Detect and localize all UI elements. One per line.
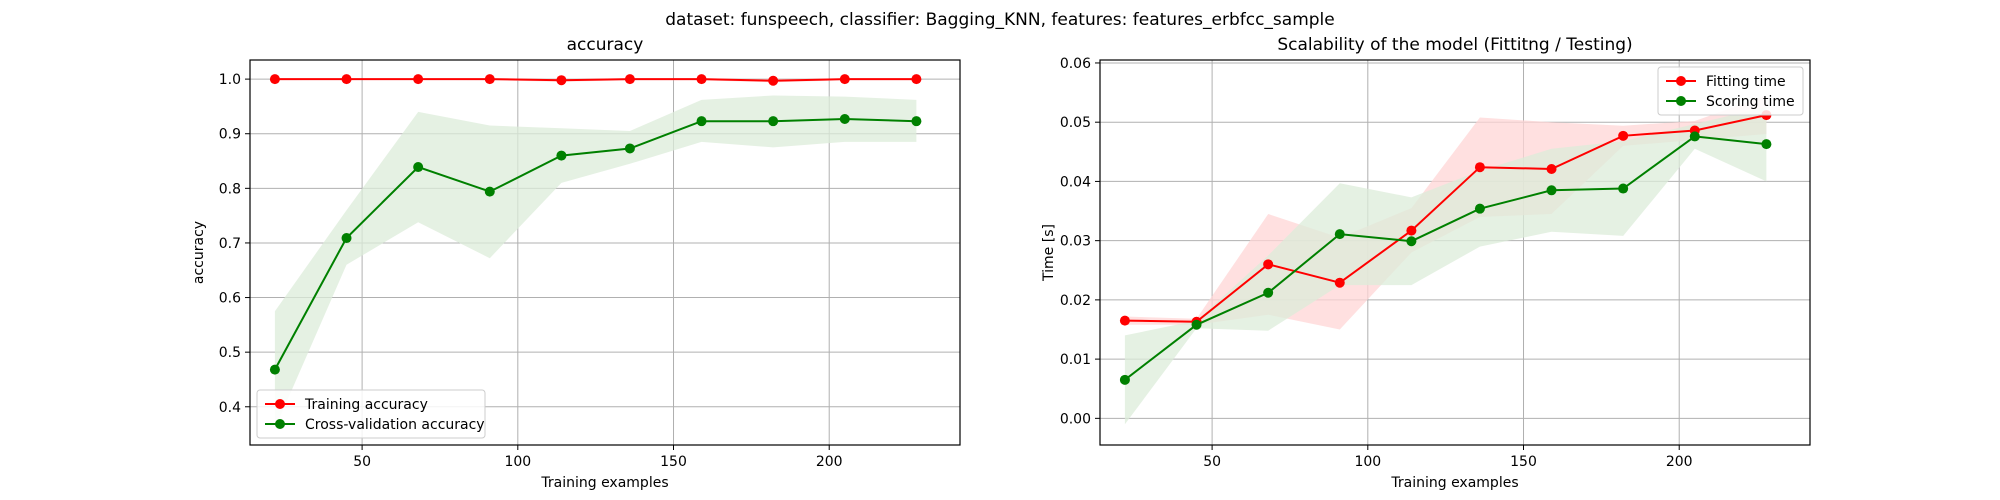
scalability-y-axis-label: Time [s] — [1041, 224, 1057, 282]
accuracy-series-1-point — [911, 74, 922, 85]
accuracy-y-tick-label: 0.8 — [219, 181, 241, 197]
scalability-series-1-point — [1119, 315, 1130, 326]
scalability-x-tick-label: 150 — [1510, 454, 1537, 470]
accuracy-series-line-1 — [274, 78, 917, 82]
accuracy-series-1-point — [768, 75, 779, 86]
accuracy-legend: Training accuracy Cross-validation accura… — [256, 389, 486, 439]
scalability-legend-label-2: Scoring time — [1706, 94, 1795, 110]
accuracy-legend-swatch-marker-1 — [275, 399, 285, 409]
scalability-x-tick-label: 100 — [1354, 454, 1381, 470]
accuracy-series-2-point — [556, 150, 567, 161]
accuracy-series-1-point — [696, 74, 707, 85]
scalability-legend: Fitting time Scoring time — [1657, 66, 1804, 116]
accuracy-x-tick-label: 50 — [353, 454, 371, 470]
scalability-series-2-point — [1191, 319, 1202, 330]
scalability-series-2-point — [1618, 183, 1629, 194]
scalability-x-axis-label: Training examples — [1390, 475, 1518, 491]
scalability-series-2-point — [1474, 203, 1485, 214]
scalability-series-2-point — [1406, 236, 1417, 247]
scalability-series-1-point — [1406, 225, 1417, 236]
scalability-series-2-point — [1334, 229, 1345, 240]
scalability-chart-panel: Scalability of the model (Fittitng / Tes… — [1041, 35, 1811, 491]
scalability-y-tick-label: 0.04 — [1060, 174, 1091, 190]
accuracy-y-tick-label: 0.9 — [219, 127, 241, 143]
accuracy-series-1-point — [269, 74, 280, 85]
scalability-series-line-1 — [1124, 114, 1767, 323]
scalability-x-tick-label: 200 — [1666, 454, 1693, 470]
accuracy-series-2-point — [839, 113, 850, 124]
accuracy-series-2-point — [696, 116, 707, 127]
scalability-axes-frame — [1099, 59, 1811, 446]
scalability-legend-label-1: Fitting time — [1706, 74, 1786, 90]
scalability-series-2-point — [1546, 185, 1557, 196]
scalability-series-1-point — [1618, 130, 1629, 141]
scalability-y-tick-label: 0.01 — [1060, 352, 1091, 368]
scalability-y-tick-label: 0.00 — [1060, 411, 1091, 427]
accuracy-chart-panel: accuracy 50 100 150 200 0.4 0.5 0.6 0.7 0.8 0.9 1.0… — [191, 35, 961, 491]
accuracy-y-tick-label: 1.0 — [219, 72, 241, 88]
accuracy-axes-frame — [249, 59, 961, 446]
accuracy-series-1-point — [556, 75, 567, 86]
accuracy-series-2-point — [484, 186, 495, 197]
accuracy-series-1-point — [341, 74, 352, 85]
accuracy-series-2-point — [624, 143, 635, 154]
accuracy-y-axis-label: accuracy — [191, 221, 207, 284]
scalability-series-1-point — [1334, 277, 1345, 288]
scalability-series-2-point — [1761, 139, 1772, 150]
accuracy-series-line-2 — [274, 117, 917, 371]
accuracy-x-tick-label: 150 — [660, 454, 687, 470]
figure-suptitle: dataset: funspeech, classifier: Bagging_… — [665, 10, 1335, 30]
accuracy-legend-swatch-marker-2 — [275, 419, 285, 429]
accuracy-y-tick-label: 0.6 — [219, 291, 241, 307]
accuracy-x-tick-label: 100 — [504, 454, 531, 470]
accuracy-band-green — [274, 95, 917, 429]
accuracy-series-2-point — [413, 162, 424, 173]
scalability-y-tick-label: 0.03 — [1060, 234, 1091, 250]
accuracy-series-1-point — [624, 74, 635, 85]
accuracy-x-tick-label: 200 — [816, 454, 843, 470]
accuracy-legend-label-2: Cross-validation accuracy — [305, 417, 485, 433]
scalability-series-line-2 — [1124, 135, 1767, 381]
accuracy-series-2-point — [768, 116, 779, 127]
scalability-legend-box — [1657, 66, 1804, 116]
accuracy-y-tick-label: 0.4 — [219, 400, 241, 416]
scalability-legend-swatch-marker-2 — [1676, 96, 1686, 106]
accuracy-series-2-point — [269, 364, 280, 375]
scalability-y-tick-label: 0.06 — [1060, 56, 1091, 72]
accuracy-series-2-point — [341, 233, 352, 244]
accuracy-y-tick-label: 0.5 — [219, 345, 241, 361]
scalability-chart-title: Scalability of the model (Fittitng / Tes… — [1277, 35, 1632, 55]
scalability-series-1-point — [1263, 259, 1274, 270]
accuracy-x-axis-label: Training examples — [540, 475, 668, 491]
accuracy-legend-box — [256, 389, 486, 439]
scalability-series-1-point — [1546, 163, 1557, 174]
accuracy-y-tick-label: 0.7 — [219, 236, 241, 252]
accuracy-series-1-point — [484, 74, 495, 85]
scalability-y-tick-label: 0.02 — [1060, 293, 1091, 309]
scalability-series-2-point — [1119, 374, 1130, 385]
scalability-x-tick-label: 50 — [1203, 454, 1221, 470]
scalability-series-2-point — [1689, 131, 1700, 142]
accuracy-series-2-point — [911, 116, 922, 127]
scalability-legend-swatch-marker-1 — [1676, 76, 1686, 86]
accuracy-series-1-point — [413, 74, 424, 85]
accuracy-chart-title: accuracy — [567, 35, 644, 55]
accuracy-legend-label-1: Training accuracy — [304, 397, 428, 413]
scalability-band-green — [1124, 106, 1767, 425]
scalability-series-1-point — [1474, 162, 1485, 173]
scalability-y-tick-label: 0.05 — [1060, 115, 1091, 131]
scalability-series-2-point — [1263, 287, 1274, 298]
accuracy-series-1-point — [839, 74, 850, 85]
